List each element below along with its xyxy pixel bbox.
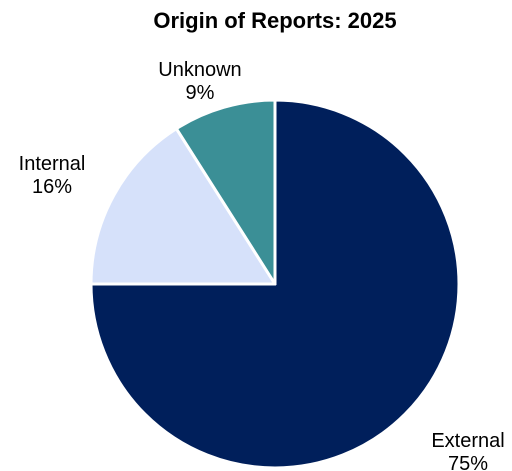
slice-label-value-external: 75% [448,453,488,471]
slice-label-name-internal: Internal [19,153,86,175]
slice-label-value-unknown: 9% [186,82,215,104]
pie-slice-internal [89,127,277,286]
pie-slices [89,98,461,470]
pie-slice-unknown [174,98,277,286]
chart-title: Origin of Reports: 2025 [153,8,396,33]
slice-label-name-external: External [431,430,504,452]
pie-slice-external [89,98,461,470]
slice-label-value-internal: 16% [32,176,72,198]
slice-label-name-unknown: Unknown [158,59,241,81]
